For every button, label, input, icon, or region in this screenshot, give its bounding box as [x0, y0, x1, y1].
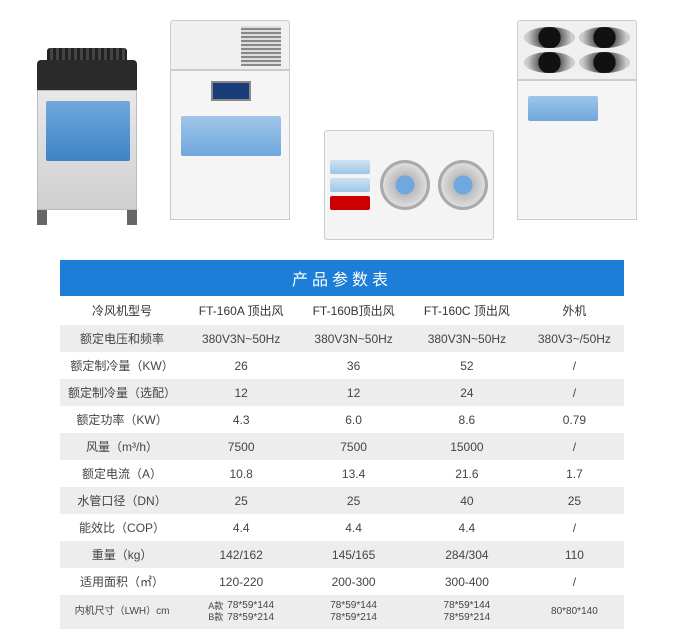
- product-unit-3: [324, 130, 494, 240]
- table-row: 水管口径（DN）25254025: [60, 487, 624, 514]
- table-row: 额定电流（A）10.813.421.61.7: [60, 460, 624, 487]
- table-header-row: 冷风机型号 FT-160A 顶出风 FT-160B顶出风 FT-160C 顶出风…: [60, 296, 624, 325]
- table-row: 额定制冷量（选配）121224/: [60, 379, 624, 406]
- spec-table: 冷风机型号 FT-160A 顶出风 FT-160B顶出风 FT-160C 顶出风…: [60, 296, 624, 629]
- header-col1: FT-160A 顶出风: [184, 296, 298, 325]
- spec-table-container: 产品参数表 冷风机型号 FT-160A 顶出风 FT-160B顶出风 FT-16…: [0, 250, 684, 629]
- product-unit-4: [517, 20, 647, 240]
- unit2-label: [181, 116, 281, 156]
- product-unit-2: [170, 20, 300, 240]
- unit2-display: [211, 81, 251, 101]
- unit3-port-1: [380, 160, 430, 210]
- table-row: 能效比（COP）4.44.44.4/: [60, 514, 624, 541]
- unit3-port-2: [438, 160, 488, 210]
- header-col4: 外机: [525, 296, 624, 325]
- unit4-label: [528, 96, 598, 121]
- header-model: 冷风机型号: [60, 296, 184, 325]
- table-row: 重量（kg）142/162145/165284/304110: [60, 541, 624, 568]
- product-images-row: [0, 0, 684, 250]
- table-title: 产品参数表: [60, 260, 624, 296]
- table-row: 风量（m³/h）7500750015000/: [60, 433, 624, 460]
- table-row: 适用面积（㎡）120-220200-300300-400/: [60, 568, 624, 595]
- table-row-dimensions: 内机尺寸（LWH）cm A款 B款 78*59*144 78*59*214: [60, 595, 624, 629]
- header-col3: FT-160C 顶出风: [409, 296, 525, 325]
- table-row: 额定电压和频率380V3N~50Hz380V3N~50Hz380V3N~50Hz…: [60, 325, 624, 352]
- table-row: 额定功率（KW）4.36.08.60.79: [60, 406, 624, 433]
- table-body: 额定电压和频率380V3N~50Hz380V3N~50Hz380V3N~50Hz…: [60, 325, 624, 629]
- product-unit-1: [37, 60, 147, 240]
- unit1-panel: [46, 101, 130, 161]
- table-row: 额定制冷量（KW）263652/: [60, 352, 624, 379]
- header-col2: FT-160B顶出风: [298, 296, 409, 325]
